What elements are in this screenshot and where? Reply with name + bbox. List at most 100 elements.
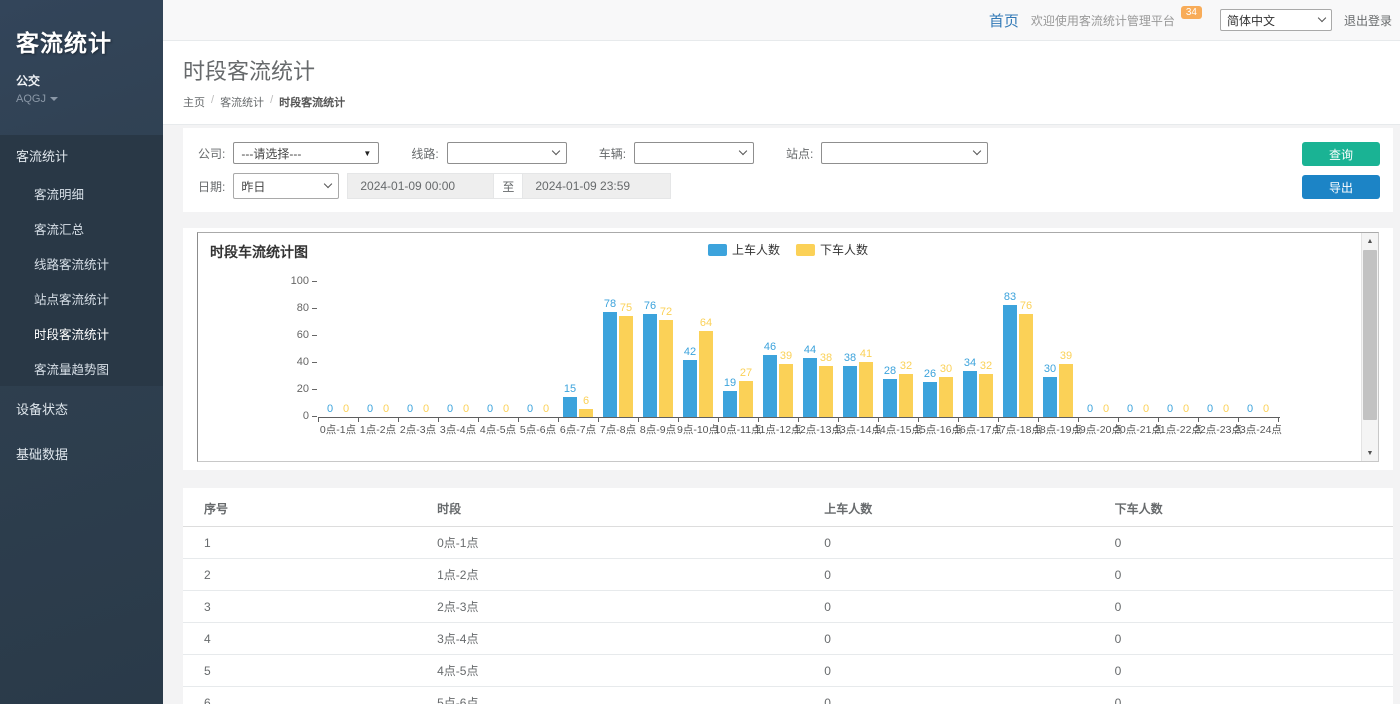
bar-value-label: 0 [406, 403, 414, 415]
bar [1019, 314, 1033, 417]
bar [779, 364, 793, 417]
breadcrumb-passenger-stats[interactable]: 客流统计 [220, 97, 265, 109]
sidebar-subitem[interactable]: 线路客流统计 [34, 258, 110, 272]
bar-value-label: 30 [1043, 362, 1057, 375]
bar-group: 19 27 [718, 367, 758, 417]
x-axis-label: 13点-14点 [834, 424, 882, 436]
scrollbar-thumb[interactable] [1363, 250, 1377, 420]
x-axis-tick [798, 418, 799, 422]
legend-item[interactable]: 上车人数 [707, 241, 780, 258]
x-axis-tick [358, 418, 359, 422]
logout-link[interactable]: 退出登录 [1343, 13, 1392, 28]
line-select[interactable] [446, 142, 567, 164]
language-select[interactable]: 简体中文 [1219, 9, 1332, 31]
x-axis-label: 20点-21点 [1114, 424, 1162, 436]
date-preset-select[interactable]: 昨日 [233, 173, 340, 199]
x-axis-tick [718, 418, 719, 422]
bar-group: 42 64 [678, 317, 718, 417]
table-cell: 2点-3点 [437, 590, 825, 623]
x-axis-tick [398, 418, 399, 422]
breadcrumb-home[interactable]: 主页 [183, 97, 205, 109]
bar-value-label: 39 [1059, 350, 1073, 363]
bar-wrap: 46 [763, 341, 777, 417]
sidebar-subitem[interactable]: 客流明细 [34, 188, 85, 202]
bar-value-label: 0 [382, 403, 390, 415]
start-date-input[interactable]: 2024-01-09 00:00 [347, 173, 495, 199]
breadcrumb-separator: / [270, 94, 274, 106]
bar-wrap: 32 [979, 360, 993, 417]
chevron-down-icon [738, 146, 748, 156]
table-body: 1 0点-1点 0 0 2 1点-2点 0 0 3 2点-3点 0 0 4 3点-4点 0 0 5 4点-5点 0 0… [183, 526, 1393, 704]
bar-wrap: 34 [963, 357, 977, 417]
end-date-input[interactable]: 2024-01-09 23:59 [522, 173, 672, 199]
table-panel: 序号 时段 上车人数 下车人数 1 0点-1点 0 0 2 1点-2点 0 0 3 2点-3点 0 0… [183, 488, 1393, 704]
sidebar-subitem[interactable]: 客流量趋势图 [34, 363, 110, 377]
bar [563, 396, 577, 417]
bar-value-label: 0 [1086, 403, 1094, 415]
table-row: 3 2点-3点 0 0 [183, 590, 1393, 623]
bar-wrap: 39 [779, 350, 793, 417]
bar-group: 15 6 [558, 383, 598, 417]
bar-wrap: 0 [379, 403, 393, 417]
bar-wrap: 76 [643, 300, 657, 417]
table-cell: 0点-1点 [437, 526, 825, 559]
x-axis-tick [878, 418, 879, 422]
legend-item[interactable]: 下车人数 [796, 241, 868, 258]
scroll-up-arrow[interactable]: ▲ [1366, 237, 1374, 245]
bar-wrap: 0 [483, 403, 497, 417]
query-button[interactable]: 查询 [1302, 142, 1380, 166]
bar-wrap: 28 [883, 365, 897, 417]
x-axis-tick [638, 418, 639, 422]
y-axis-label: 60 [296, 329, 309, 341]
company-code-dropdown[interactable]: AQGJ [16, 93, 147, 105]
table-cell: 0 [824, 526, 1115, 559]
bar-group: 38 41 [838, 348, 878, 417]
sidebar-item-passenger-stats[interactable]: 客流统计 [16, 149, 69, 164]
bar-value-label: 72 [659, 305, 673, 318]
x-axis-label: 8点-9点 [639, 424, 677, 436]
y-axis-label: 20 [296, 383, 309, 395]
sidebar-nav: 客流统计 客流明细客流汇总线路客流统计 站点客流统计 时段客流统计 客流量趋势图 设备… [0, 135, 163, 476]
date-preset-value: 昨日 [241, 179, 266, 194]
y-axis-label: 0 [302, 410, 309, 422]
filter-panel: 公司: ---请选择--- ▼ 线路: 车辆: 站点: [183, 128, 1393, 212]
table-cell: 0 [1114, 590, 1393, 623]
x-axis-tick [598, 418, 599, 422]
scroll-down-arrow[interactable]: ▼ [1366, 449, 1374, 457]
x-axis-tick [518, 418, 519, 422]
bar-wrap: 39 [1059, 350, 1073, 417]
export-button[interactable]: 导出 [1302, 175, 1380, 199]
table-row: 2 1点-2点 0 0 [183, 558, 1393, 591]
x-axis-tick [318, 418, 319, 422]
x-axis-tick [998, 418, 999, 422]
notification-badge[interactable]: 34 [1180, 5, 1202, 19]
bar-wrap: 0 [459, 403, 473, 417]
table-cell: 5点-6点 [437, 686, 825, 704]
chart-plot-region: 0 0 0 0 0 0 0 0 0 0 0 0 15 6 78 75 76 72 42 64 19 27 46 39 44 38 3… [291, 276, 1280, 422]
station-select[interactable] [821, 142, 989, 164]
table-cell: 0 [824, 686, 1115, 704]
bar-wrap: 0 [443, 403, 457, 417]
bar-wrap: 26 [923, 368, 937, 417]
company-select[interactable]: ---请选择--- ▼ [233, 142, 380, 164]
bar-group: 28 32 [878, 360, 918, 417]
vehicle-select[interactable] [634, 142, 755, 164]
sidebar-item-base-data[interactable]: 基础数据 [16, 447, 69, 462]
bar [699, 330, 713, 417]
breadcrumb-current: 时段客流统计 [279, 97, 346, 109]
breadcrumb-separator: / [211, 94, 215, 106]
sidebar-subitem[interactable]: 站点客流统计 [34, 293, 110, 307]
home-link[interactable]: 首页 [988, 12, 1019, 30]
sidebar-subitem[interactable]: 时段客流统计 [34, 328, 110, 342]
sidebar-subitem[interactable]: 客流汇总 [34, 223, 85, 237]
bar-wrap: 38 [843, 352, 857, 417]
date-range-separator: 至 [494, 173, 523, 199]
sidebar-item-device-status[interactable]: 设备状态 [16, 402, 69, 417]
bar-wrap: 30 [1043, 362, 1057, 417]
col-header-index: 序号 [183, 490, 438, 527]
submenu: 客流明细客流汇总线路客流统计 站点客流统计 时段客流统计 客流量趋势图 [0, 176, 163, 386]
x-axis-label: 6点-7点 [559, 424, 597, 436]
chevron-down-icon [973, 146, 982, 156]
